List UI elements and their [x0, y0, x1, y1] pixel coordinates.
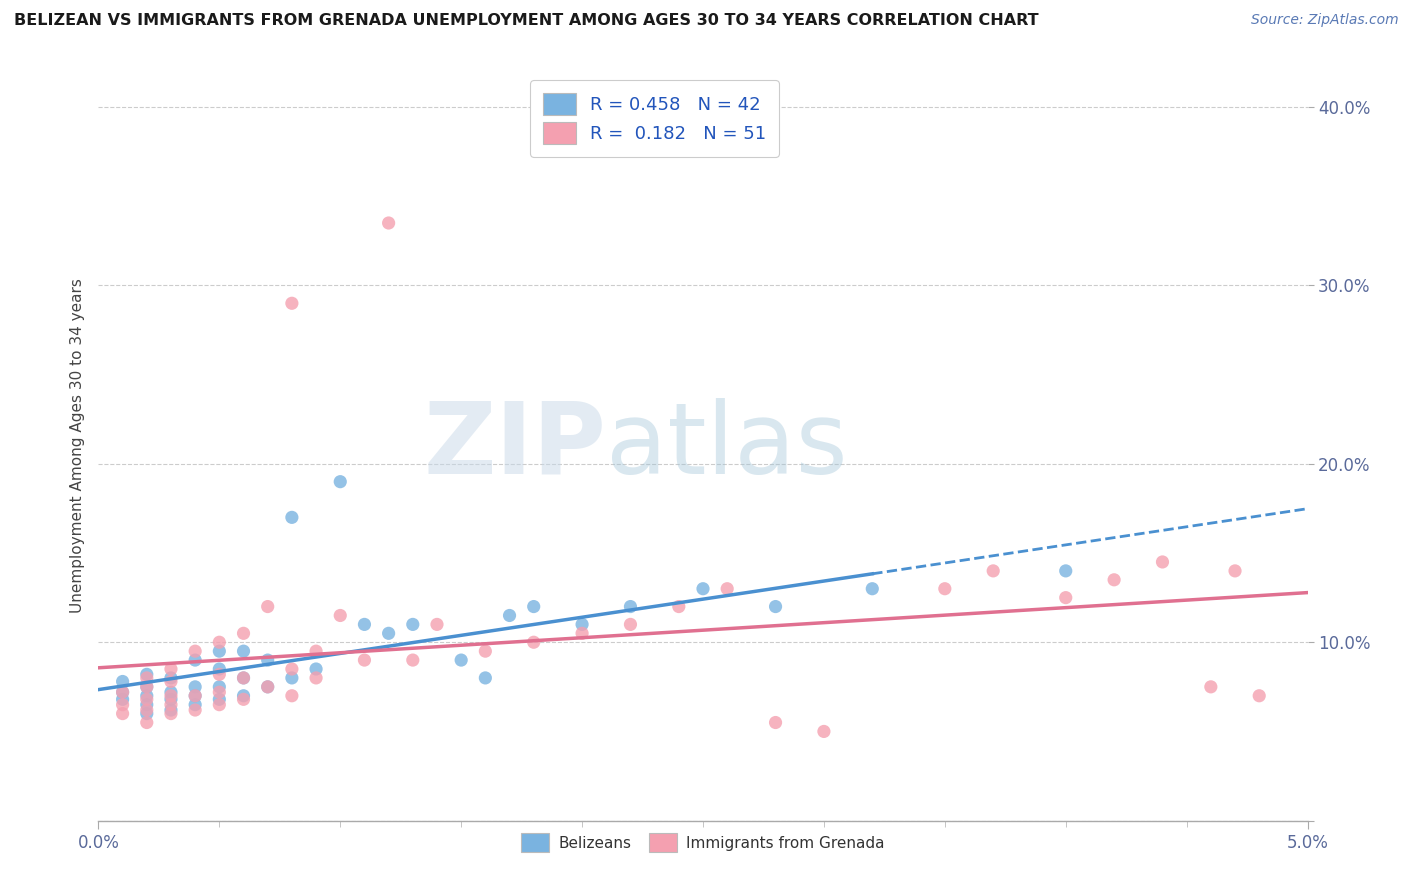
- Point: [208, 685, 231, 699]
- Point: [232, 644, 254, 658]
- Point: [111, 674, 134, 689]
- Point: [305, 662, 328, 676]
- Point: [232, 692, 254, 706]
- Point: [619, 599, 641, 614]
- Point: [571, 617, 593, 632]
- Point: [1102, 573, 1125, 587]
- Point: [160, 685, 183, 699]
- Point: [184, 653, 207, 667]
- Point: [135, 692, 157, 706]
- Point: [619, 617, 641, 632]
- Point: [256, 599, 278, 614]
- Point: [256, 680, 278, 694]
- Y-axis label: Unemployment Among Ages 30 to 34 years: Unemployment Among Ages 30 to 34 years: [69, 278, 84, 614]
- Point: [135, 706, 157, 721]
- Point: [184, 680, 207, 694]
- Point: [450, 653, 472, 667]
- Point: [184, 689, 207, 703]
- Point: [329, 608, 352, 623]
- Point: [111, 698, 134, 712]
- Point: [208, 644, 231, 658]
- Point: [208, 692, 231, 706]
- Point: [208, 662, 231, 676]
- Point: [523, 599, 546, 614]
- Point: [256, 653, 278, 667]
- Point: [208, 667, 231, 681]
- Text: atlas: atlas: [606, 398, 848, 494]
- Point: [305, 644, 328, 658]
- Point: [232, 671, 254, 685]
- Point: [1152, 555, 1174, 569]
- Point: [934, 582, 956, 596]
- Point: [402, 617, 425, 632]
- Point: [498, 608, 520, 623]
- Point: [135, 703, 157, 717]
- Point: [160, 671, 183, 685]
- Point: [232, 689, 254, 703]
- Point: [135, 715, 157, 730]
- Text: BELIZEAN VS IMMIGRANTS FROM GRENADA UNEMPLOYMENT AMONG AGES 30 TO 34 YEARS CORRE: BELIZEAN VS IMMIGRANTS FROM GRENADA UNEM…: [14, 13, 1039, 29]
- Point: [160, 706, 183, 721]
- Point: [208, 698, 231, 712]
- Point: [135, 698, 157, 712]
- Text: ZIP: ZIP: [423, 398, 606, 494]
- Point: [111, 706, 134, 721]
- Point: [1223, 564, 1246, 578]
- Point: [716, 582, 738, 596]
- Point: [1199, 680, 1222, 694]
- Point: [523, 635, 546, 649]
- Point: [281, 662, 304, 676]
- Point: [765, 715, 787, 730]
- Point: [232, 671, 254, 685]
- Point: [160, 703, 183, 717]
- Point: [353, 617, 375, 632]
- Point: [111, 692, 134, 706]
- Point: [184, 644, 207, 658]
- Point: [860, 582, 883, 596]
- Point: [135, 680, 157, 694]
- Point: [281, 689, 304, 703]
- Point: [160, 674, 183, 689]
- Point: [160, 692, 183, 706]
- Point: [281, 671, 304, 685]
- Point: [377, 216, 399, 230]
- Point: [256, 680, 278, 694]
- Point: [329, 475, 352, 489]
- Point: [1054, 564, 1077, 578]
- Point: [571, 626, 593, 640]
- Point: [426, 617, 449, 632]
- Point: [135, 689, 157, 703]
- Point: [281, 296, 304, 310]
- Point: [111, 685, 134, 699]
- Point: [474, 644, 496, 658]
- Point: [184, 703, 207, 717]
- Point: [353, 653, 375, 667]
- Point: [813, 724, 835, 739]
- Point: [160, 662, 183, 676]
- Point: [377, 626, 399, 640]
- Legend: Belizeans, Immigrants from Grenada: Belizeans, Immigrants from Grenada: [516, 827, 890, 858]
- Point: [160, 689, 183, 703]
- Point: [184, 689, 207, 703]
- Point: [305, 671, 328, 685]
- Point: [981, 564, 1004, 578]
- Point: [692, 582, 714, 596]
- Point: [160, 698, 183, 712]
- Point: [765, 599, 787, 614]
- Point: [1054, 591, 1077, 605]
- Point: [184, 698, 207, 712]
- Point: [135, 680, 157, 694]
- Point: [281, 510, 304, 524]
- Point: [402, 653, 425, 667]
- Point: [232, 626, 254, 640]
- Point: [668, 599, 690, 614]
- Point: [111, 685, 134, 699]
- Point: [474, 671, 496, 685]
- Point: [135, 671, 157, 685]
- Text: Source: ZipAtlas.com: Source: ZipAtlas.com: [1251, 13, 1399, 28]
- Point: [208, 635, 231, 649]
- Point: [208, 680, 231, 694]
- Point: [1249, 689, 1271, 703]
- Point: [135, 667, 157, 681]
